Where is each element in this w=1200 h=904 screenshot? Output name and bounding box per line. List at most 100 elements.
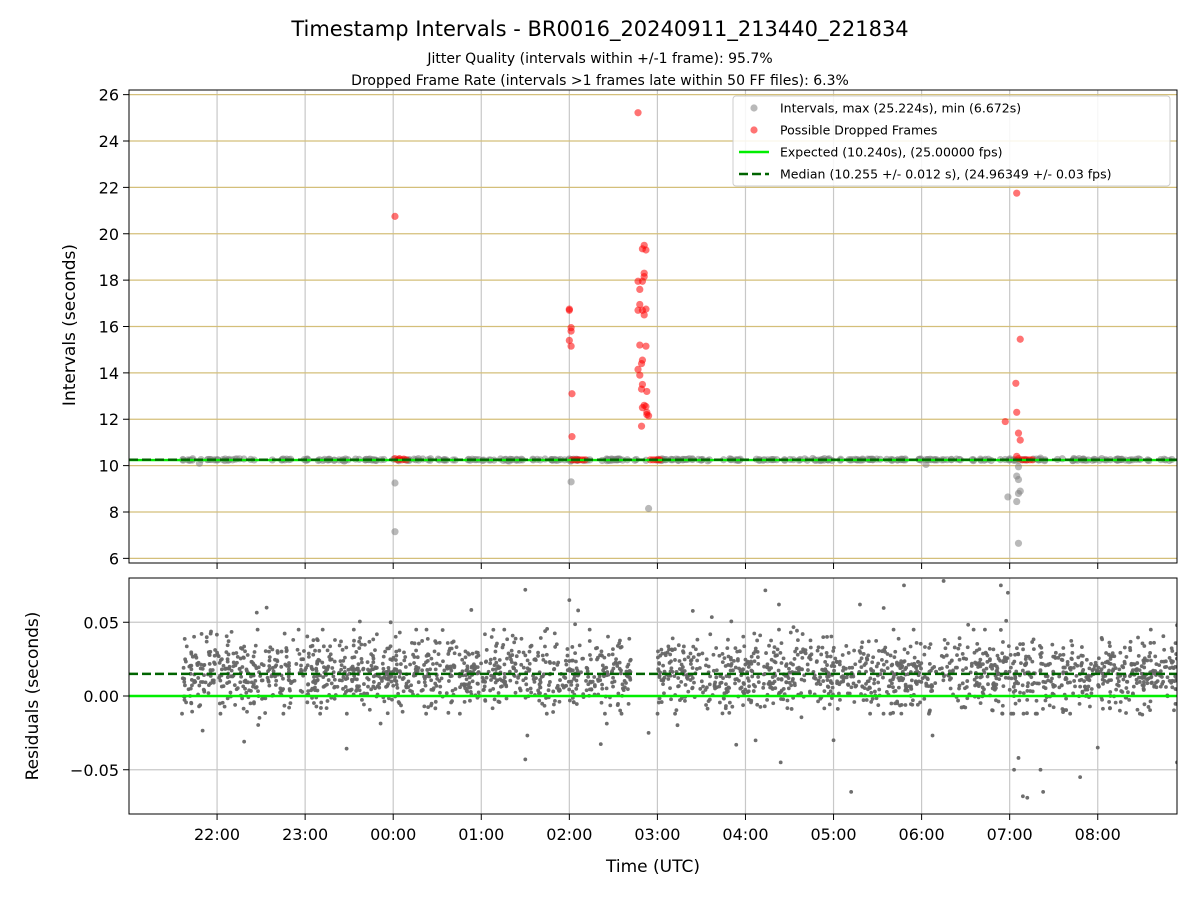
residual-point	[808, 638, 813, 643]
residual-point	[466, 685, 470, 690]
residual-point	[743, 657, 748, 662]
residual-point	[382, 699, 387, 704]
residual-point	[728, 668, 733, 673]
residual-point	[1076, 655, 1081, 660]
residual-point	[529, 643, 534, 648]
residual-point	[273, 674, 277, 679]
residual-point	[929, 689, 933, 693]
residual-point	[603, 711, 607, 716]
residual-point	[406, 685, 411, 689]
residual-point	[974, 662, 979, 666]
x-tick-label: 22:00	[194, 825, 240, 844]
residual-point	[219, 667, 224, 672]
residual-point	[229, 674, 233, 679]
residual-point	[523, 587, 528, 592]
residuals-panel: −0.05 0.00 0.05 22:00 23:00 00:00 01:00 02:00 03…	[70, 577, 1178, 844]
residual-point	[552, 702, 556, 707]
residual-point	[961, 668, 965, 672]
residual-point	[440, 628, 445, 632]
residual-point	[659, 700, 664, 704]
residual-point	[795, 652, 800, 657]
residual-point	[338, 659, 343, 664]
residual-point	[674, 708, 679, 713]
residual-point	[726, 637, 730, 642]
residual-point	[604, 665, 609, 670]
residual-point	[428, 667, 433, 672]
residual-point	[379, 676, 383, 681]
residual-point	[561, 685, 566, 690]
residual-point	[476, 690, 481, 695]
residual-point	[502, 675, 507, 680]
residual-point	[956, 698, 960, 703]
residual-point	[929, 685, 934, 689]
x-tick-label: 00:00	[370, 825, 416, 844]
residual-point	[182, 698, 187, 702]
residual-point	[475, 650, 480, 655]
residual-point	[267, 683, 272, 688]
residual-point	[241, 684, 246, 689]
residual-point	[472, 662, 476, 667]
residual-point	[1121, 677, 1126, 682]
residual-point	[207, 662, 212, 666]
residual-point	[697, 666, 702, 670]
residual-point	[434, 683, 439, 688]
residual-point	[960, 681, 965, 686]
residual-point	[328, 644, 333, 649]
residual-point	[903, 684, 908, 689]
residual-point	[570, 689, 575, 694]
residual-point	[943, 646, 948, 651]
residual-point	[675, 723, 680, 728]
residual-point	[832, 668, 836, 673]
residual-point	[1020, 668, 1025, 673]
residual-point	[713, 680, 718, 685]
residual-point	[691, 655, 696, 660]
residual-point	[662, 691, 666, 696]
residual-point	[666, 677, 671, 681]
residual-point	[747, 697, 751, 702]
residual-point	[390, 697, 394, 702]
residual-point	[974, 648, 979, 653]
residual-point	[302, 649, 306, 653]
residual-point	[437, 640, 442, 645]
residual-point	[1100, 637, 1105, 642]
residual-point	[193, 679, 198, 684]
residual-point	[861, 698, 866, 703]
residual-point	[238, 646, 243, 650]
residual-point	[957, 636, 962, 641]
residual-point	[565, 653, 570, 658]
residual-point	[467, 681, 472, 685]
residual-point	[829, 634, 834, 639]
residual-point	[614, 657, 618, 662]
residual-point	[762, 704, 767, 709]
residual-point	[627, 636, 632, 641]
residual-point	[288, 701, 293, 706]
residual-point	[720, 660, 725, 665]
y-tick-label: 14	[99, 364, 119, 383]
residual-point	[332, 696, 337, 701]
residual-point	[752, 631, 757, 636]
residual-point	[1041, 706, 1045, 711]
residual-point	[673, 711, 677, 716]
residual-point	[749, 654, 754, 659]
residual-point	[574, 659, 578, 664]
residual-point	[1037, 681, 1041, 686]
residual-point	[1078, 684, 1083, 689]
residual-point	[805, 662, 810, 667]
residual-point	[325, 682, 329, 687]
residual-point	[824, 650, 829, 655]
residual-point	[509, 648, 514, 653]
residual-point	[445, 666, 450, 671]
residual-point	[547, 683, 551, 688]
residual-point	[337, 643, 342, 648]
residual-point	[245, 709, 249, 714]
residual-point	[574, 678, 579, 683]
residual-point	[287, 705, 291, 710]
residual-point	[689, 662, 693, 666]
residual-point	[319, 700, 324, 705]
residual-point	[1124, 686, 1129, 690]
residual-point	[1026, 681, 1030, 686]
residual-point	[225, 681, 229, 686]
residual-point	[888, 711, 893, 716]
residual-point	[933, 681, 938, 686]
